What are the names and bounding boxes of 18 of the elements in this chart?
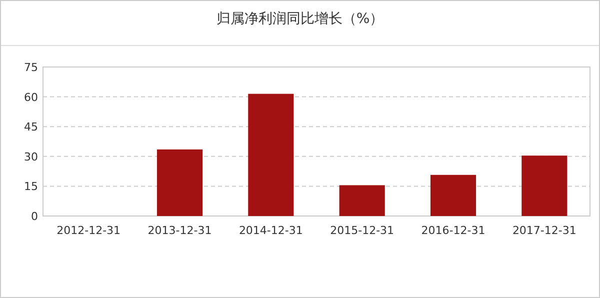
bar	[339, 185, 385, 216]
y-tick-label: 15	[24, 180, 38, 194]
y-tick-label: 30	[24, 150, 38, 164]
x-tick-label: 2013-12-31	[148, 224, 212, 237]
x-tick-label: 2015-12-31	[330, 224, 394, 237]
x-tick-label: 2012-12-31	[56, 224, 121, 237]
x-tick-label: 2016-12-31	[421, 224, 486, 237]
y-tick-label: 75	[24, 61, 38, 74]
y-tick-label: 45	[24, 120, 38, 134]
bar	[430, 174, 476, 216]
chart-title: 归属净利润同比增长（%）	[216, 11, 384, 27]
bar	[522, 156, 568, 216]
y-tick-label: 60	[24, 90, 38, 104]
x-tick-label: 2014-12-31	[238, 224, 303, 237]
bar	[248, 94, 294, 216]
bar	[156, 149, 203, 216]
x-tick-label: 2017-12-31	[512, 224, 576, 237]
y-tick-label: 0	[31, 210, 38, 223]
